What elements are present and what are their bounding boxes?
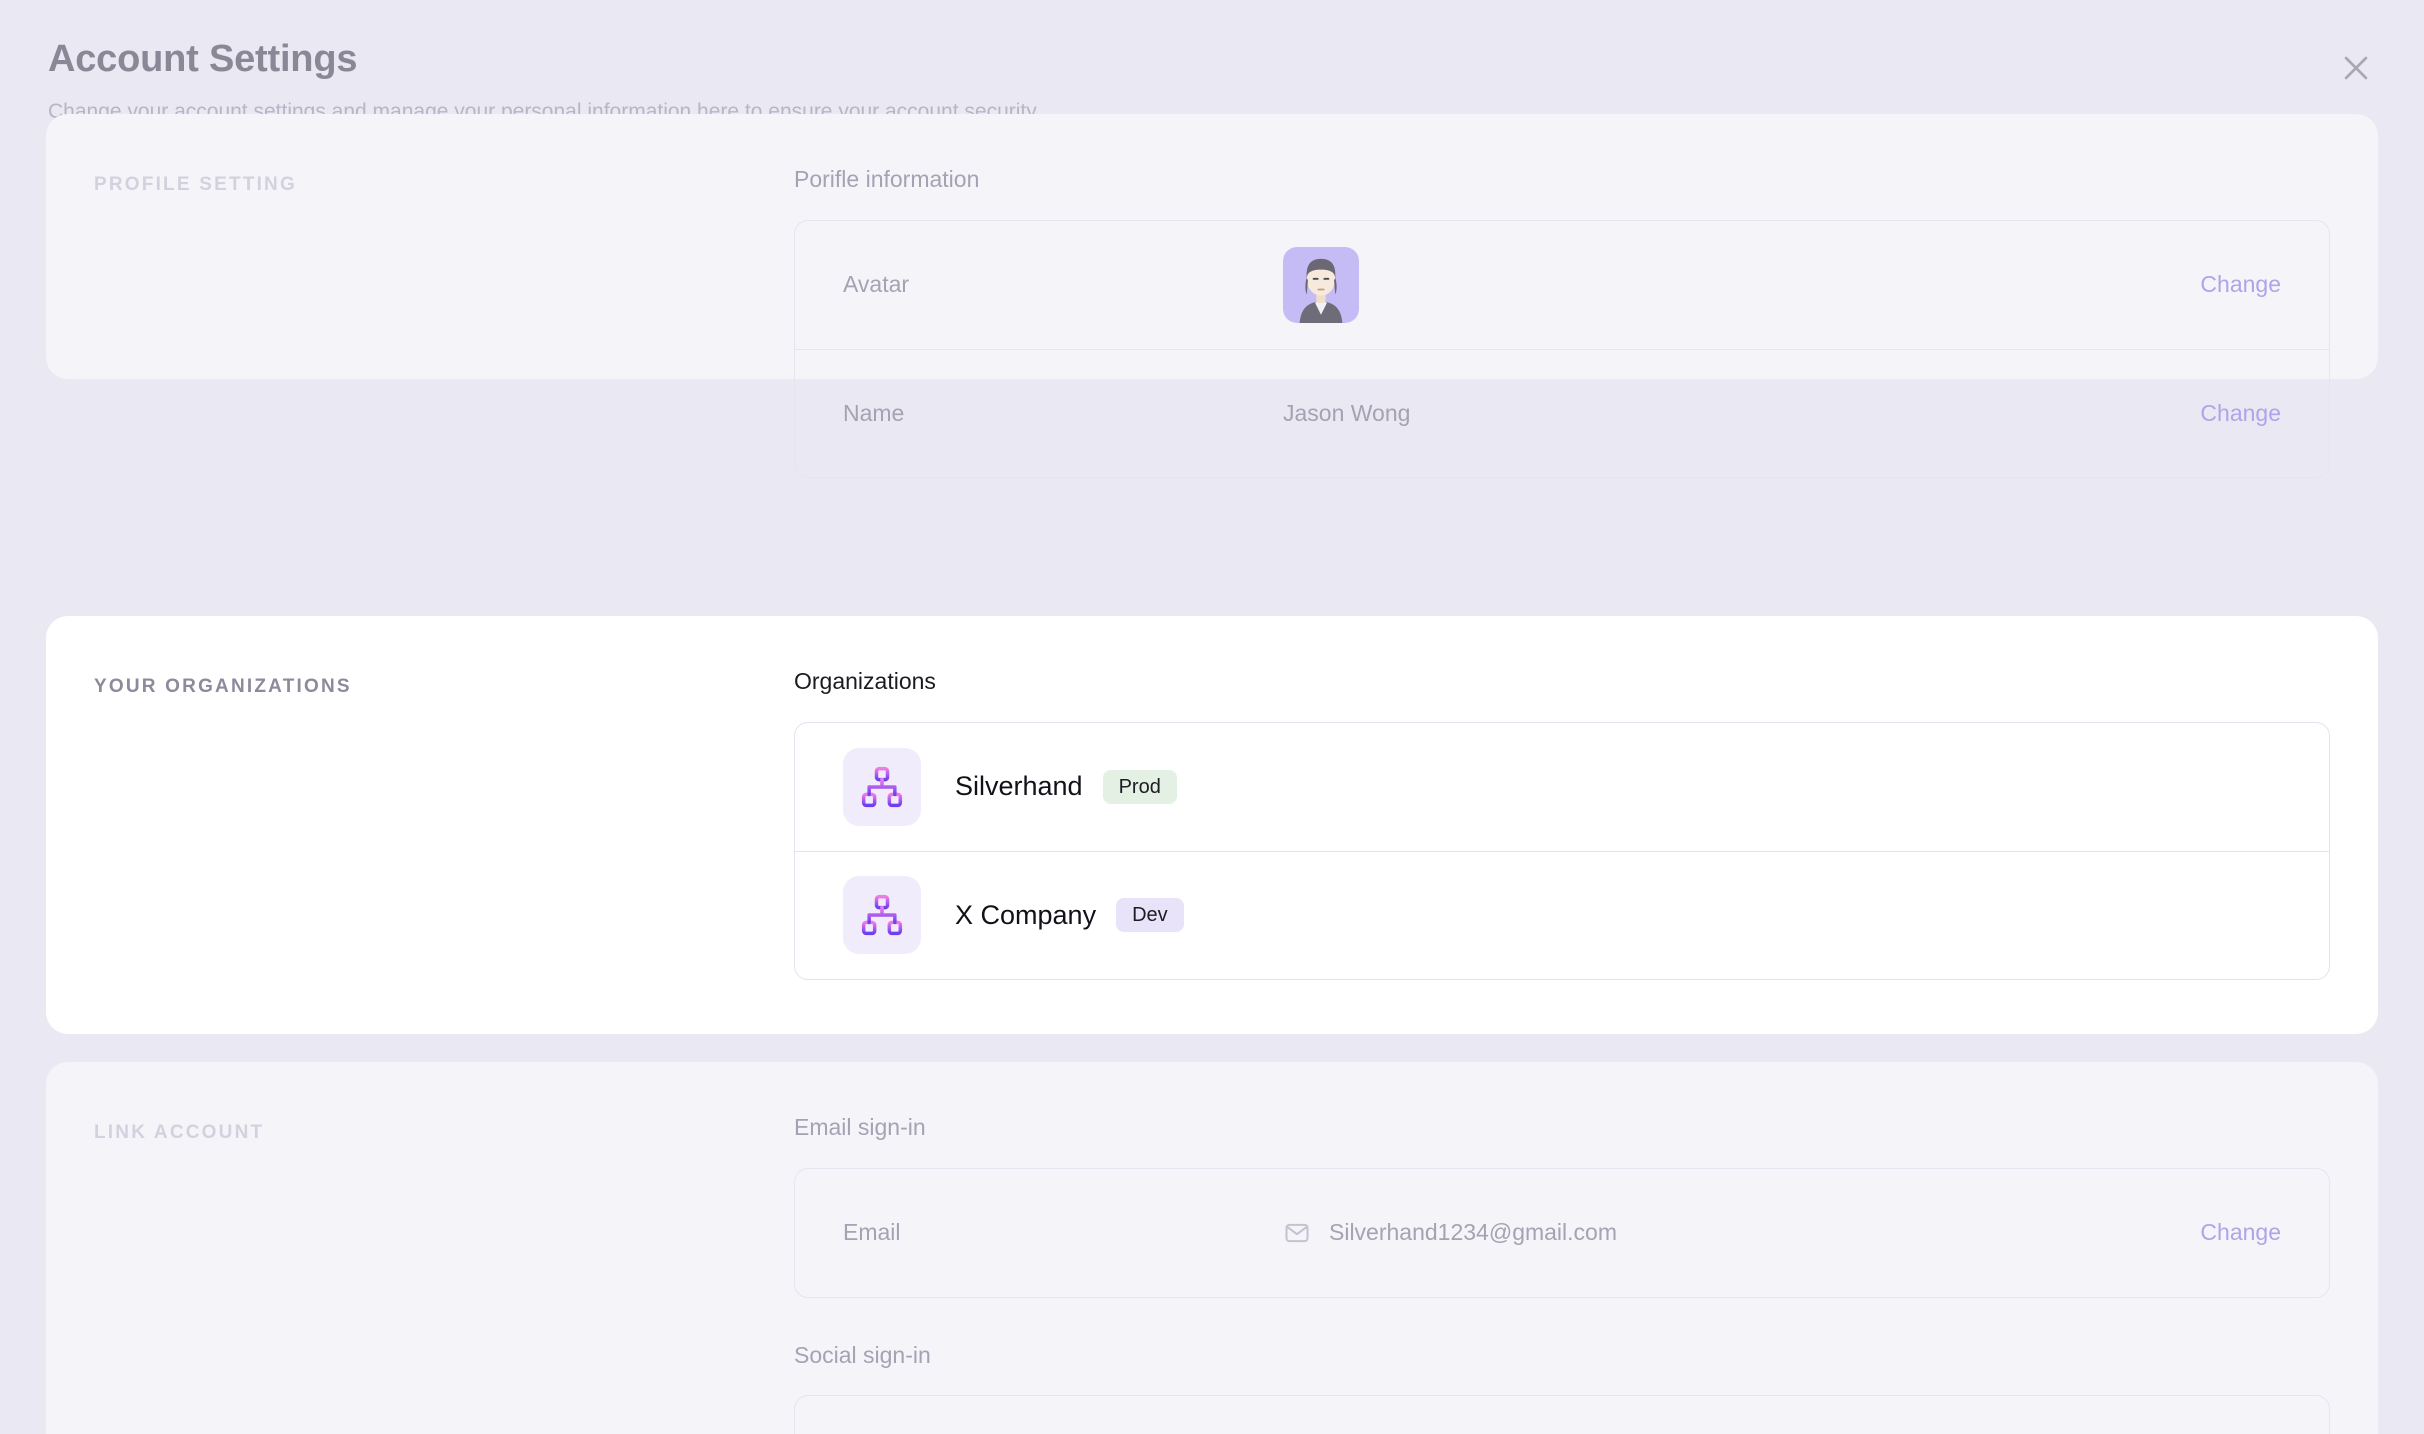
row-value-email: Silverhand1234@gmail.com — [1283, 1219, 2200, 1247]
table-row-name: Name Jason Wong Change — [795, 348, 2329, 477]
row-label-email: Email — [843, 1219, 901, 1246]
row-value-avatar — [1283, 246, 2200, 323]
section-label-your-organizations: YOUR ORGANIZATIONS — [94, 676, 352, 697]
row-label-avatar: Avatar — [843, 271, 910, 298]
page-title: Account Settings — [48, 38, 358, 80]
organization-name: Silverhand — [955, 771, 1083, 802]
page-header: Account Settings Change your account set… — [48, 38, 1041, 125]
status-badge: Dev — [1116, 898, 1184, 933]
list-item-organization-x-company[interactable]: X Company Dev — [795, 850, 2329, 979]
email-signin-table: Email Silverhand1234@gmail.com Change — [794, 1167, 2330, 1298]
change-email-button[interactable]: Change — [2200, 1219, 2281, 1246]
org-chart-icon — [861, 766, 903, 807]
organization-name: X Company — [955, 899, 1097, 930]
profile-information-title: Porifle information — [794, 166, 980, 192]
org-chart-icon-wrapper — [843, 747, 921, 826]
section-label-profile-setting: PROFILE SETTING — [94, 174, 297, 195]
close-button[interactable] — [2330, 42, 2382, 94]
table-row-email: Email Silverhand1234@gmail.com Change — [795, 1169, 2329, 1297]
organizations-table: Silverhand Prod — [794, 721, 2330, 980]
link-account-card: LINK ACCOUNT Email sign-in Email Silverh… — [46, 1062, 2378, 1434]
envelope-icon — [1285, 1223, 1309, 1242]
social-signin-table: Silver0123 — [794, 1394, 2330, 1434]
table-row-avatar: Avatar — [795, 221, 2329, 349]
org-chart-icon-wrapper — [843, 876, 921, 955]
social-signin-title: Social sign-in — [794, 1341, 931, 1368]
table-row-social[interactable]: Silver0123 — [795, 1396, 2329, 1434]
change-avatar-button[interactable]: Change — [2200, 271, 2281, 298]
close-icon — [2344, 56, 2368, 80]
organizations-title: Organizations — [794, 668, 936, 694]
avatar — [1283, 246, 1359, 323]
email-signin-title: Email sign-in — [794, 1114, 926, 1140]
list-item-organization-silverhand[interactable]: Silverhand Prod — [795, 723, 2329, 851]
section-label-link-account: LINK ACCOUNT — [94, 1122, 265, 1143]
row-label-name: Name — [843, 399, 905, 426]
profile-information-table: Avatar — [794, 219, 2330, 478]
status-badge: Prod — [1102, 769, 1177, 804]
change-name-button[interactable]: Change — [2200, 399, 2281, 426]
profile-setting-card: PROFILE SETTING Porifle information Avat… — [46, 114, 2378, 478]
org-chart-icon — [861, 895, 903, 936]
email-address-value: Silverhand1234@gmail.com — [1329, 1219, 1617, 1246]
row-value-name: Jason Wong — [1283, 399, 1411, 426]
your-organizations-card: YOUR ORGANIZATIONS Organizations — [46, 616, 2378, 1034]
